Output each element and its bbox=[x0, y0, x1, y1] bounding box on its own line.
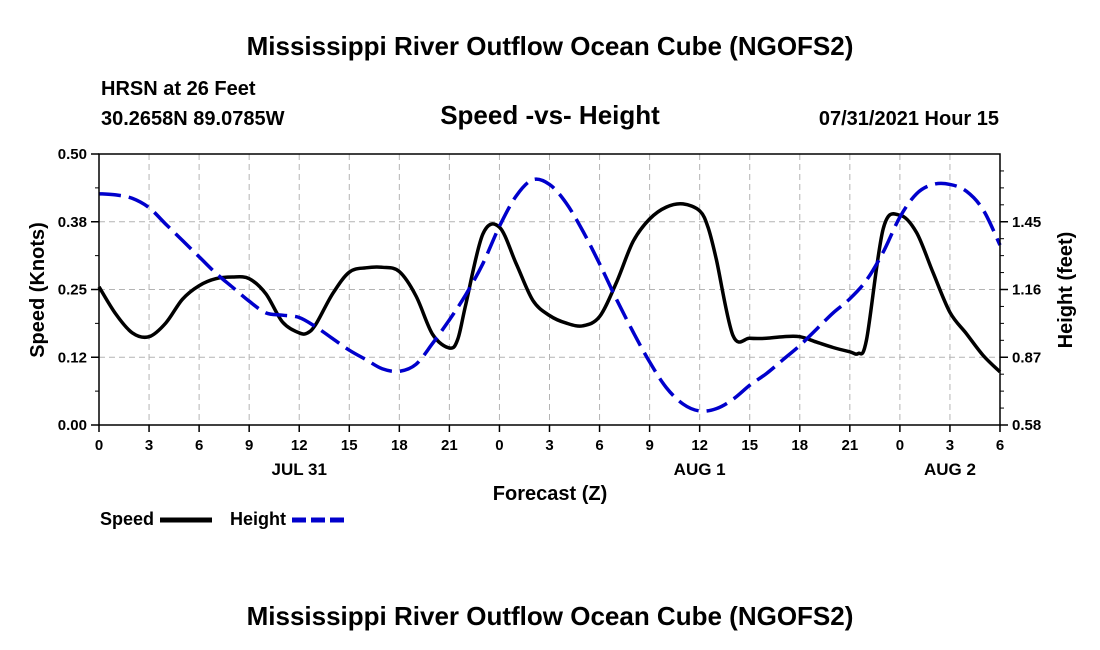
x-tick-label: 0 bbox=[495, 437, 503, 454]
date-label: AUG 2 bbox=[924, 460, 976, 479]
x-tick-label: 3 bbox=[545, 437, 553, 454]
x-tick-label: 0 bbox=[95, 437, 103, 454]
y2-axis-label: Height (feet) bbox=[1055, 232, 1077, 349]
y2-tick-label: 0.87 bbox=[1012, 349, 1041, 366]
x-tick-label: 12 bbox=[291, 437, 308, 454]
x-tick-label: 0 bbox=[896, 437, 904, 454]
date-label: JUL 31 bbox=[271, 460, 326, 479]
x-tick-label: 6 bbox=[595, 437, 603, 454]
x-tick-label: 6 bbox=[195, 437, 203, 454]
x-axis-label: Forecast (Z) bbox=[493, 483, 607, 505]
station-label: HRSN at 26 Feet bbox=[101, 78, 256, 100]
legend: Speed Height bbox=[100, 509, 344, 529]
bottom-axis: 0 3 6 9 12 15 18 21 0 3 6 9 12 15 18 21 0 3 6 JUL 31 AUG 1 AU… bbox=[95, 425, 1004, 479]
x-tick-label: 15 bbox=[341, 437, 358, 454]
right-axis: 0.58 0.87 1.16 1.45 bbox=[1000, 170, 1041, 434]
x-tick-label: 18 bbox=[791, 437, 808, 454]
x-tick-label: 12 bbox=[691, 437, 708, 454]
x-tick-label: 3 bbox=[946, 437, 954, 454]
x-tick-label: 21 bbox=[441, 437, 458, 454]
x-tick-label: 6 bbox=[996, 437, 1004, 454]
x-tick-label: 9 bbox=[645, 437, 653, 454]
legend-height-label: Height bbox=[230, 509, 286, 529]
y2-tick-label: 1.45 bbox=[1012, 214, 1041, 231]
y-axis-label: Speed (Knots) bbox=[27, 222, 49, 358]
y-tick-label: 0.38 bbox=[58, 214, 87, 231]
chart-title: Mississippi River Outflow Ocean Cube (NG… bbox=[247, 31, 854, 61]
y-tick-label: 0.12 bbox=[58, 349, 87, 366]
date-label: AUG 1 bbox=[674, 460, 726, 479]
series-lines bbox=[97, 177, 1002, 413]
y2-tick-label: 1.16 bbox=[1012, 282, 1041, 299]
footer-title: Mississippi River Outflow Ocean Cube (NG… bbox=[247, 601, 854, 631]
legend-speed-label: Speed bbox=[100, 509, 154, 529]
series-line-height bbox=[98, 177, 1002, 413]
x-tick-label: 18 bbox=[391, 437, 408, 454]
y-tick-label: 0.50 bbox=[58, 146, 87, 163]
series-line-speed bbox=[97, 201, 1002, 374]
chart-subtitle: Speed -vs- Height bbox=[440, 100, 660, 130]
grid-lines bbox=[99, 154, 1000, 425]
x-tick-label: 21 bbox=[841, 437, 858, 454]
x-tick-label: 3 bbox=[145, 437, 153, 454]
x-tick-label: 15 bbox=[741, 437, 758, 454]
y-tick-label: 0.00 bbox=[58, 417, 87, 434]
coordinates-label: 30.2658N 89.0785W bbox=[101, 108, 285, 130]
x-tick-label: 9 bbox=[245, 437, 253, 454]
y2-tick-label: 0.58 bbox=[1012, 417, 1041, 434]
forecast-datetime: 07/31/2021 Hour 15 bbox=[819, 108, 999, 130]
y-tick-label: 0.25 bbox=[58, 282, 87, 299]
left-axis: 0.00 0.12 0.25 0.38 0.50 bbox=[58, 146, 99, 434]
